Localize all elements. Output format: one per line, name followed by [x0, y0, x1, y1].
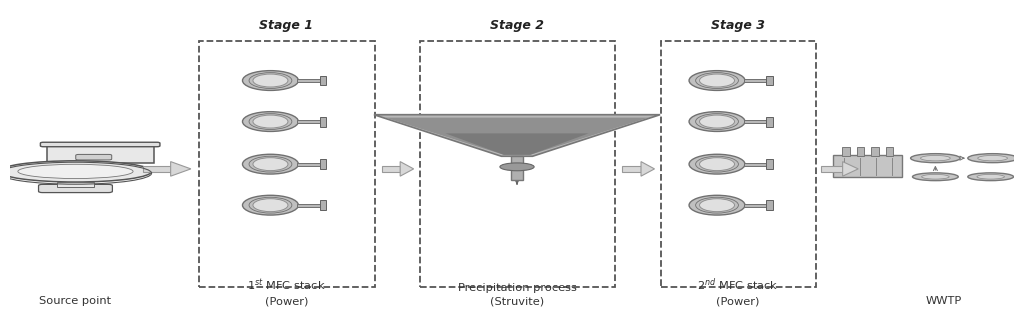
Ellipse shape [977, 175, 1005, 179]
Ellipse shape [978, 156, 1008, 161]
Text: WWTP: WWTP [926, 296, 962, 306]
FancyBboxPatch shape [821, 166, 843, 172]
FancyBboxPatch shape [743, 204, 769, 207]
Text: Stage 3: Stage 3 [711, 19, 765, 32]
FancyBboxPatch shape [319, 117, 327, 127]
FancyBboxPatch shape [297, 204, 323, 207]
Ellipse shape [910, 154, 961, 163]
Ellipse shape [253, 115, 288, 128]
Text: Stage 1: Stage 1 [259, 19, 313, 32]
Text: Source point: Source point [39, 296, 112, 306]
Text: Precipitation process
(Struvite): Precipitation process (Struvite) [458, 283, 577, 306]
FancyBboxPatch shape [297, 163, 323, 166]
FancyBboxPatch shape [511, 156, 523, 180]
FancyBboxPatch shape [766, 200, 773, 210]
Ellipse shape [253, 158, 288, 171]
Text: 1$^{st}$ MFC stack
(Power): 1$^{st}$ MFC stack (Power) [247, 278, 326, 306]
Ellipse shape [0, 161, 152, 182]
FancyBboxPatch shape [39, 185, 113, 193]
FancyBboxPatch shape [766, 159, 773, 169]
Ellipse shape [921, 156, 950, 161]
FancyBboxPatch shape [886, 147, 894, 156]
FancyBboxPatch shape [297, 120, 323, 123]
Ellipse shape [699, 74, 734, 87]
FancyBboxPatch shape [319, 200, 327, 210]
Ellipse shape [689, 71, 745, 90]
Bar [420, 41, 615, 287]
Ellipse shape [912, 173, 958, 181]
Ellipse shape [243, 112, 298, 131]
Ellipse shape [253, 199, 288, 212]
Ellipse shape [699, 115, 734, 128]
Ellipse shape [253, 74, 288, 87]
Ellipse shape [243, 195, 298, 215]
Text: Stage 2: Stage 2 [490, 19, 544, 32]
Ellipse shape [699, 199, 734, 212]
Ellipse shape [243, 71, 298, 90]
FancyBboxPatch shape [142, 166, 171, 172]
Ellipse shape [17, 164, 133, 178]
FancyBboxPatch shape [842, 147, 850, 156]
Ellipse shape [922, 175, 949, 179]
Polygon shape [47, 144, 154, 163]
Ellipse shape [968, 173, 1014, 181]
FancyBboxPatch shape [834, 155, 902, 177]
Polygon shape [843, 162, 858, 176]
FancyBboxPatch shape [40, 142, 160, 147]
Bar [660, 41, 816, 287]
FancyBboxPatch shape [743, 163, 769, 166]
FancyBboxPatch shape [856, 147, 864, 156]
Ellipse shape [500, 163, 535, 171]
Polygon shape [171, 162, 190, 176]
FancyBboxPatch shape [57, 182, 93, 187]
FancyBboxPatch shape [319, 76, 327, 85]
Text: 2$^{nd}$ MFC stack
(Power): 2$^{nd}$ MFC stack (Power) [697, 277, 778, 306]
Ellipse shape [689, 112, 745, 131]
FancyBboxPatch shape [743, 120, 769, 123]
FancyBboxPatch shape [743, 79, 769, 82]
FancyBboxPatch shape [766, 117, 773, 127]
Ellipse shape [689, 154, 745, 174]
Polygon shape [374, 115, 660, 156]
Ellipse shape [968, 154, 1018, 163]
Ellipse shape [689, 195, 745, 215]
Ellipse shape [243, 154, 298, 174]
Polygon shape [445, 133, 589, 155]
FancyBboxPatch shape [871, 147, 879, 156]
FancyBboxPatch shape [76, 155, 112, 160]
Polygon shape [641, 162, 654, 176]
Polygon shape [385, 118, 648, 155]
Bar [199, 41, 375, 287]
FancyBboxPatch shape [319, 159, 327, 169]
FancyBboxPatch shape [766, 76, 773, 85]
FancyBboxPatch shape [623, 166, 641, 172]
FancyBboxPatch shape [297, 79, 323, 82]
FancyBboxPatch shape [382, 166, 400, 172]
Ellipse shape [699, 158, 734, 171]
Polygon shape [400, 162, 414, 176]
